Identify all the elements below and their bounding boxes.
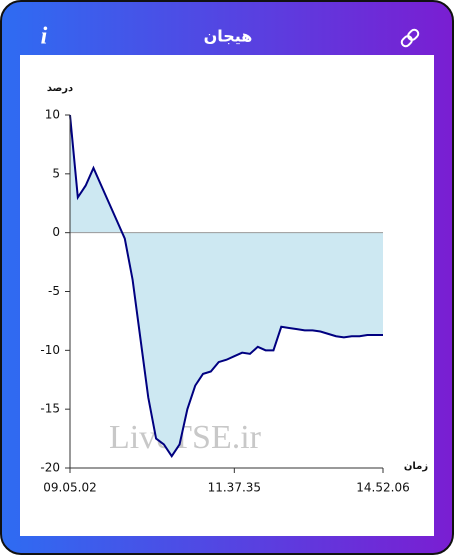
link-button[interactable] (400, 28, 420, 48)
y-tick-label: -10 (40, 343, 60, 357)
info-button[interactable]: i (41, 24, 48, 50)
y-tick-label: 0 (52, 225, 60, 239)
plot: LiveTSE.ir -20 -15 -10 -5 0 5 10 09.05.02 11.37.3… (40, 83, 428, 495)
card-title: هیجان (204, 27, 253, 46)
y-tick-label: 5 (52, 166, 60, 180)
y-tick-label: -15 (40, 402, 60, 416)
x-tick-label: 14.52.06 (356, 481, 409, 495)
watermark: LiveTSE.ir (109, 419, 262, 456)
line (69, 114, 383, 459)
y-tick-label: 10 (45, 108, 60, 122)
x-axis-title: زمان (404, 461, 428, 472)
y-tick-label: -20 (40, 461, 60, 475)
y-tick-label: -5 (48, 284, 60, 298)
y-axis-title: درصد (47, 83, 73, 94)
x-tick-label: 11.37.35 (208, 481, 261, 495)
area (70, 115, 383, 457)
x-tick-label: 09.05.02 (43, 481, 96, 495)
